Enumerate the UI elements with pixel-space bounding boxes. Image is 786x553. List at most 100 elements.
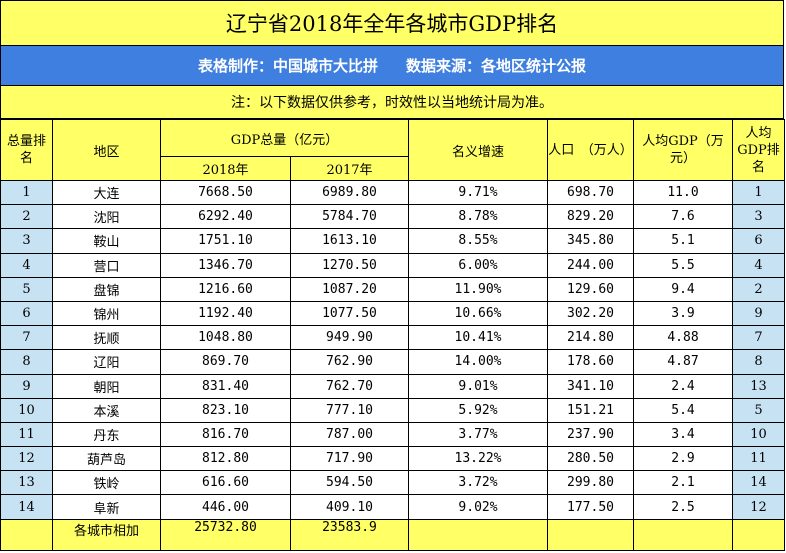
city-cell: 丹东: [52, 421, 161, 448]
per-capita-rank-cell: 6: [732, 228, 785, 254]
header-growth: 名义增速: [408, 119, 548, 181]
city-cell: 盘锦: [52, 276, 161, 302]
per-capita-rank-cell: 1: [732, 179, 785, 206]
table-row: 5 盘锦 1216.60 1087.20 11.90% 129.60 9.4 2: [0, 276, 785, 302]
gdp-2018-cell: 1192.40: [160, 300, 291, 327]
population-cell: 302.20: [547, 300, 634, 327]
gdp-2017-cell: 949.90: [290, 325, 409, 351]
total-gdp-2018: 25732.80: [160, 518, 291, 551]
per-capita-cell: 3.4: [633, 421, 733, 448]
gdp-2018-cell: 446.00: [160, 494, 291, 520]
per-capita-rank-cell: 14: [732, 470, 785, 496]
gdp-2017-cell: 787.00: [290, 421, 409, 448]
gdp-2017-cell: 1087.20: [290, 276, 409, 302]
table-row: 1 大连 7668.50 6989.80 9.71% 698.70 11.0 1: [0, 179, 785, 206]
gdp-2017-cell: 1613.10: [290, 228, 409, 254]
per-capita-rank-cell: 10: [732, 421, 785, 448]
rank-cell: 7: [0, 325, 53, 351]
per-capita-rank-cell: 12: [732, 494, 785, 520]
growth-cell: 10.66%: [408, 300, 548, 327]
header-per-capita-rank: 人均GDP排名: [732, 119, 785, 181]
per-capita-cell: 2.4: [633, 373, 733, 399]
rank-cell: 11: [0, 421, 53, 448]
table-row: 11 丹东 816.70 787.00 3.77% 237.90 3.4 10: [0, 421, 785, 448]
growth-cell: 6.00%: [408, 252, 548, 278]
population-cell: 280.50: [547, 446, 634, 472]
rank-cell: 13: [0, 470, 53, 496]
population-cell: 829.20: [547, 204, 634, 230]
per-capita-cell: 5.4: [633, 397, 733, 423]
total-gdp-2017: 23583.9: [290, 518, 409, 551]
rank-cell: 6: [0, 300, 53, 327]
data-source: 数据来源：各地区统计公报: [406, 57, 587, 75]
per-capita-cell: 2.1: [633, 470, 733, 496]
growth-cell: 9.02%: [408, 494, 548, 520]
header-2017: 2017年: [290, 156, 409, 181]
disclaimer-note: 注：以下数据仅供参考，时效性以当地统计局为准。: [0, 86, 784, 119]
total-row: 各城市相加 25732.80 23583.9: [0, 518, 785, 551]
table-row: 6 锦州 1192.40 1077.50 10.66% 302.20 3.9 9: [0, 300, 785, 327]
per-capita-rank-cell: 3: [732, 204, 785, 230]
population-cell: 178.60: [547, 349, 634, 375]
city-cell: 葫芦岛: [52, 446, 161, 472]
table-row: 12 葫芦岛 812.80 717.90 13.22% 280.50 2.9 11: [0, 446, 785, 472]
growth-cell: 5.92%: [408, 397, 548, 423]
rank-cell: 5: [0, 276, 53, 302]
gdp-2018-cell: 1216.60: [160, 276, 291, 302]
gdp-2018-cell: 823.10: [160, 397, 291, 423]
per-capita-cell: 11.0: [633, 179, 733, 206]
growth-cell: 10.41%: [408, 325, 548, 351]
per-capita-rank-cell: 2: [732, 276, 785, 302]
growth-cell: 3.72%: [408, 470, 548, 496]
gdp-2017-cell: 717.90: [290, 446, 409, 472]
gdp-2017-cell: 409.10: [290, 494, 409, 520]
rank-cell: 14: [0, 494, 53, 520]
credit-bar: 表格制作：中国城市大比拼 数据来源：各地区统计公报: [0, 46, 784, 86]
gdp-2018-cell: 816.70: [160, 421, 291, 448]
rank-cell: 10: [0, 397, 53, 423]
gdp-2017-cell: 777.10: [290, 397, 409, 423]
per-capita-cell: 4.87: [633, 349, 733, 375]
gdp-2018-cell: 1751.10: [160, 228, 291, 254]
growth-cell: 8.55%: [408, 228, 548, 254]
table-row: 10 本溪 823.10 777.10 5.92% 151.21 5.4 5: [0, 397, 785, 423]
header-rank: 总量排名: [0, 119, 53, 181]
city-cell: 鞍山: [52, 228, 161, 254]
table-row: 9 朝阳 831.40 762.70 9.01% 341.10 2.4 13: [0, 373, 785, 399]
total-pc-rank-cell: [732, 518, 785, 551]
gdp-2017-cell: 594.50: [290, 470, 409, 496]
population-cell: 244.00: [547, 252, 634, 278]
header-region: 地区: [52, 119, 161, 181]
population-cell: 129.60: [547, 276, 634, 302]
total-pop-cell: [547, 518, 634, 551]
population-cell: 237.90: [547, 421, 634, 448]
total-rank-cell: [0, 518, 53, 551]
per-capita-rank-cell: 11: [732, 446, 785, 472]
city-cell: 沈阳: [52, 204, 161, 230]
gdp-2017-cell: 762.70: [290, 373, 409, 399]
total-per-capita-cell: [633, 518, 733, 551]
rank-cell: 2: [0, 204, 53, 230]
population-cell: 177.50: [547, 494, 634, 520]
gdp-2018-cell: 616.60: [160, 470, 291, 496]
total-growth-cell: [408, 518, 548, 551]
header-gdp: GDP总量（亿元）: [160, 119, 409, 157]
per-capita-cell: 2.5: [633, 494, 733, 520]
per-capita-rank-cell: 4: [732, 252, 785, 278]
city-cell: 本溪: [52, 397, 161, 423]
header-2018: 2018年: [160, 156, 291, 181]
per-capita-cell: 7.6: [633, 204, 733, 230]
growth-cell: 9.01%: [408, 373, 548, 399]
table-row: 4 营口 1346.70 1270.50 6.00% 244.00 5.5 4: [0, 252, 785, 278]
city-cell: 锦州: [52, 300, 161, 327]
per-capita-rank-cell: 8: [732, 349, 785, 375]
gdp-2017-cell: 1270.50: [290, 252, 409, 278]
growth-cell: 13.22%: [408, 446, 548, 472]
city-cell: 营口: [52, 252, 161, 278]
rank-cell: 8: [0, 349, 53, 375]
gdp-table: 总量排名 地区 GDP总量（亿元） 名义增速 人口 （万人） 人均GDP（万元）…: [0, 119, 785, 551]
per-capita-rank-cell: 9: [732, 300, 785, 327]
rank-cell: 4: [0, 252, 53, 278]
gdp-2017-cell: 1077.50: [290, 300, 409, 327]
city-cell: 抚顺: [52, 325, 161, 351]
